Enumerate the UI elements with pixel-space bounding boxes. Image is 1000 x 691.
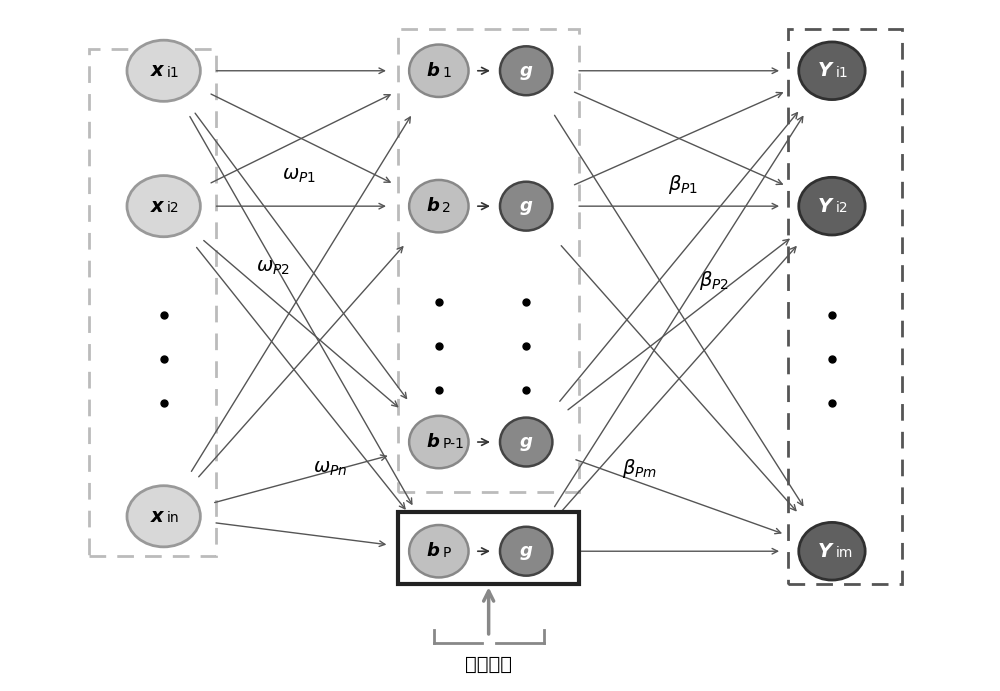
Ellipse shape xyxy=(409,416,469,468)
Text: $\omega_{P2}$: $\omega_{P2}$ xyxy=(256,258,290,277)
Ellipse shape xyxy=(799,178,865,235)
Text: b: b xyxy=(426,197,439,215)
Ellipse shape xyxy=(409,525,469,578)
Text: x: x xyxy=(151,197,164,216)
Ellipse shape xyxy=(799,42,865,100)
Text: b: b xyxy=(426,542,439,560)
Text: g: g xyxy=(520,542,533,560)
Text: i1: i1 xyxy=(835,66,848,79)
Text: b: b xyxy=(426,61,439,79)
Bar xyxy=(788,29,902,585)
Ellipse shape xyxy=(409,180,469,232)
Ellipse shape xyxy=(500,182,552,231)
Ellipse shape xyxy=(799,522,865,580)
Text: Y: Y xyxy=(818,197,832,216)
Bar xyxy=(398,29,579,492)
Text: x: x xyxy=(151,507,164,526)
Ellipse shape xyxy=(127,40,200,102)
Text: g: g xyxy=(520,61,533,79)
Text: $\omega_{P1}$: $\omega_{P1}$ xyxy=(282,166,316,185)
Text: $\beta_{P1}$: $\beta_{P1}$ xyxy=(668,173,698,196)
Text: Y: Y xyxy=(818,61,832,80)
Text: Y: Y xyxy=(818,542,832,560)
Text: $\beta_{Pm}$: $\beta_{Pm}$ xyxy=(622,457,657,480)
Bar xyxy=(89,49,216,556)
Text: $\omega_{Pn}$: $\omega_{Pn}$ xyxy=(313,459,347,477)
Text: i1: i1 xyxy=(167,66,180,79)
Text: i2: i2 xyxy=(167,201,180,215)
Text: i2: i2 xyxy=(835,201,848,215)
Ellipse shape xyxy=(409,44,469,97)
Text: g: g xyxy=(520,197,533,215)
Text: 新增节点: 新增节点 xyxy=(465,655,512,674)
Text: g: g xyxy=(520,433,533,451)
Ellipse shape xyxy=(500,417,552,466)
Text: P-1: P-1 xyxy=(442,437,464,451)
Ellipse shape xyxy=(127,176,200,237)
Text: P: P xyxy=(442,546,451,560)
Text: x: x xyxy=(151,61,164,80)
Text: b: b xyxy=(426,433,439,451)
Ellipse shape xyxy=(500,527,552,576)
Text: in: in xyxy=(167,511,180,525)
Text: $\beta_{P2}$: $\beta_{P2}$ xyxy=(699,269,729,292)
Text: im: im xyxy=(835,546,853,560)
Ellipse shape xyxy=(500,46,552,95)
Ellipse shape xyxy=(127,486,200,547)
Text: 1: 1 xyxy=(442,66,451,79)
Bar xyxy=(398,512,579,585)
Text: 2: 2 xyxy=(442,201,451,215)
